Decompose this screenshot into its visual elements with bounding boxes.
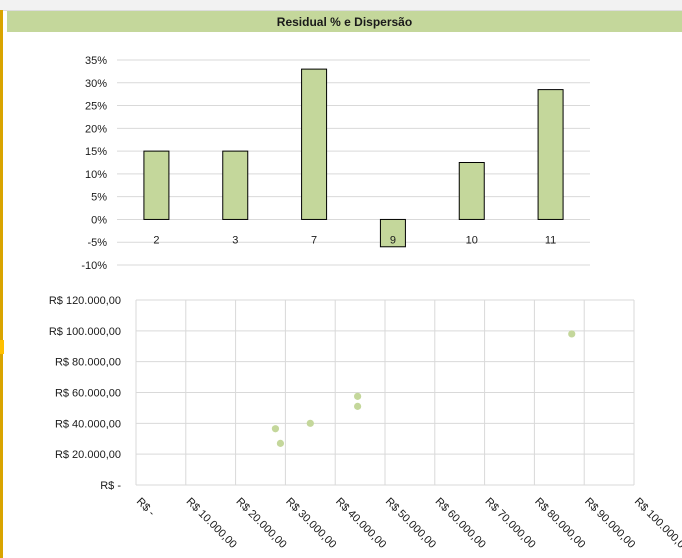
scatter-x-tick-label: R$ 20.000,00 [233, 496, 288, 551]
scatter-x-tick-label: R$ 60.000,00 [433, 496, 488, 551]
bar-category-label: 9 [390, 234, 396, 246]
bar [144, 151, 169, 219]
scatter-y-tick-label: R$ 120.000,00 [49, 295, 121, 307]
scatter-y-tick-label: R$ 60.000,00 [55, 388, 121, 400]
scatter-x-tick-label: R$ - [134, 496, 157, 519]
scatter-y-tick-label: R$ - [100, 480, 121, 492]
bar-y-tick-label: 20% [85, 123, 107, 135]
scatter-x-tick-label: R$ 10.000,00 [184, 496, 239, 551]
scatter-y-tick-label: R$ 40.000,00 [55, 418, 121, 430]
scatter-y-tick-label: R$ 80.000,00 [55, 357, 121, 369]
bar-category-label: 10 [466, 234, 478, 246]
bar-y-tick-label: 10% [85, 169, 107, 181]
scatter-x-tick-label: R$ 90.000,00 [582, 496, 637, 551]
scatter-y-tick-label: R$ 20.000,00 [55, 449, 121, 461]
bar-y-tick-label: 0% [91, 214, 107, 226]
scatter-point [277, 440, 284, 447]
scatter-x-tick-label: R$ 50.000,00 [383, 496, 438, 551]
bar [538, 90, 563, 220]
bar-category-label: 2 [153, 234, 159, 246]
bar-y-tick-label: 15% [85, 146, 107, 158]
bar-category-label: 11 [545, 234, 556, 246]
scatter-x-tick-label: R$ 100.000,00 [632, 496, 682, 556]
bar [459, 163, 484, 220]
bar-y-tick-label: 30% [85, 78, 107, 90]
scatter-point [307, 420, 314, 427]
scatter-x-tick-label: R$ 30.000,00 [283, 496, 338, 551]
bar-y-tick-label: 35% [85, 55, 107, 67]
bar [223, 151, 248, 219]
bar-y-tick-label: 5% [91, 192, 107, 204]
scatter-x-tick-label: R$ 40.000,00 [333, 496, 388, 551]
bar-y-tick-label: -5% [87, 237, 107, 249]
scatter-point [272, 425, 279, 432]
scatter-point [568, 330, 575, 337]
scatter-x-tick-label: R$ 70.000,00 [482, 496, 537, 551]
scatter-point [354, 393, 361, 400]
residual-bar-chart: 35% 30% 25% 20% 15% 10% 5% 0% -5% -10% 2 3 7 9 10 11 [81, 55, 590, 272]
scatter-x-tick-label: R$ 80.000,00 [532, 496, 587, 551]
bar-category-label: 3 [232, 234, 238, 246]
bar-category-label: 7 [311, 234, 317, 246]
bar [302, 69, 327, 219]
bar-y-tick-label: 25% [85, 101, 107, 113]
scatter-point [354, 403, 361, 410]
dispersion-scatter-chart: R$ - R$ 20.000,00 R$ 40.000,00 R$ 60.000,00… [49, 295, 682, 555]
bar-y-tick-label: -10% [81, 260, 107, 272]
scatter-y-tick-label: R$ 100.000,00 [49, 326, 121, 338]
